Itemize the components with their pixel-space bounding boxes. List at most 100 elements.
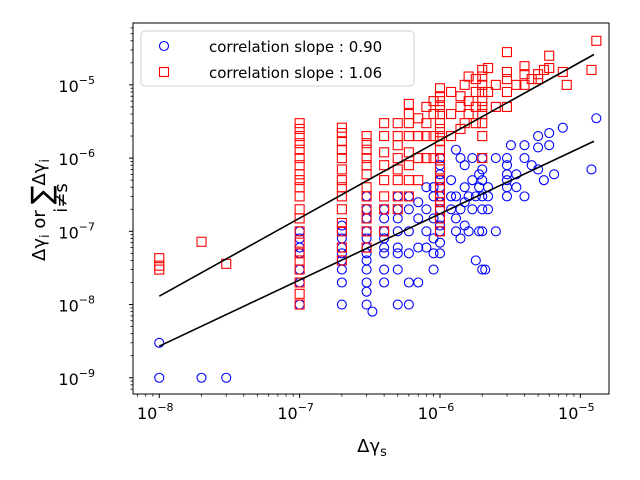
data-point-circle (490, 226, 501, 237)
data-point-square (336, 204, 347, 215)
fit-line-series-1 (158, 53, 595, 297)
data-point-square (459, 79, 470, 90)
data-point-square (413, 153, 424, 164)
data-point-square (470, 74, 481, 85)
data-point-circle (428, 264, 439, 275)
data-point-square (379, 191, 390, 202)
data-point-circle (450, 226, 462, 237)
data-point-square (490, 79, 501, 90)
data-point-square (403, 98, 414, 109)
data-point-square (501, 74, 513, 85)
data-point-square (392, 131, 403, 142)
data-point-square (434, 91, 446, 102)
data-point-circle (361, 255, 372, 266)
data-point-square (403, 191, 414, 202)
data-point-circle (477, 164, 488, 175)
data-point-square (519, 61, 530, 72)
data-point-square (392, 164, 403, 175)
legend: correlation slope : 0.90 correlation slo… (140, 30, 415, 87)
data-point-square (482, 62, 494, 74)
data-point-square (434, 175, 446, 186)
data-point-square (463, 71, 474, 82)
data-point-square (336, 164, 347, 175)
data-point-circle (421, 226, 432, 237)
data-point-circle (446, 191, 457, 202)
data-point-circle (482, 204, 494, 215)
data-point-circle (361, 299, 372, 310)
data-point-square (361, 138, 372, 149)
data-point-circle (336, 299, 347, 310)
data-point-square (294, 299, 305, 310)
data-point-square (294, 226, 305, 237)
data-point-circle (467, 175, 478, 186)
data-point-circle (511, 182, 522, 193)
legend-label-series-2: correlation slope : 1.06 (209, 64, 382, 82)
data-point-square (336, 242, 347, 253)
data-point-square (294, 248, 305, 259)
data-point-square (294, 153, 305, 164)
data-point-square (361, 131, 372, 142)
data-point-square (336, 175, 347, 186)
data-point-circle (446, 175, 457, 186)
data-point-circle (519, 140, 530, 151)
data-point-circle (361, 277, 372, 288)
data-point-square (361, 226, 372, 237)
data-point-circle (413, 242, 424, 253)
data-point-circle (519, 153, 530, 164)
data-point-circle (477, 175, 488, 186)
data-point-square (434, 83, 446, 94)
data-point-square (294, 138, 305, 149)
data-point-square (434, 164, 446, 175)
data-point-circle (403, 248, 414, 259)
data-point-square (294, 255, 305, 266)
data-point-square (154, 253, 165, 264)
data-point-square (561, 79, 572, 90)
data-point-square (428, 153, 439, 164)
data-point-circle (379, 264, 390, 275)
data-point-circle (519, 191, 530, 202)
data-point-square (428, 108, 439, 120)
data-point-square (336, 182, 347, 193)
data-point-circle (421, 242, 432, 253)
data-point-circle (505, 140, 516, 151)
data-point-square (336, 255, 347, 266)
data-point-circle (413, 213, 424, 224)
data-point-circle (533, 142, 544, 153)
data-point-square (294, 182, 305, 193)
data-point-square (392, 204, 403, 215)
data-point-square (591, 35, 602, 46)
data-point-square (544, 50, 555, 61)
data-point-square (413, 175, 424, 186)
data-point-square (294, 175, 305, 186)
data-point-circle (490, 153, 501, 164)
data-point-circle (459, 160, 470, 171)
data-point-circle (434, 220, 446, 231)
data-point-circle (421, 182, 432, 193)
svg-text:i≠s: i≠s (51, 183, 72, 212)
data-point-square (434, 123, 446, 135)
data-point-square (336, 127, 347, 139)
data-point-square (477, 71, 488, 82)
data-point-circle (154, 372, 165, 383)
legend-label-series-1: correlation slope : 0.90 (209, 38, 382, 56)
data-point-circle (428, 182, 439, 193)
data-point-circle (591, 113, 602, 124)
data-point-circle (450, 191, 462, 202)
data-point-square (455, 101, 466, 112)
data-point-square (361, 204, 372, 215)
data-point-circle (392, 299, 403, 310)
data-point-square (501, 66, 513, 78)
data-point-square (446, 108, 457, 120)
data-point-circle (501, 160, 513, 171)
data-point-square (379, 204, 390, 215)
data-point-square (470, 86, 481, 98)
data-point-square (434, 197, 446, 208)
data-point-circle (474, 169, 485, 180)
plot-content (154, 35, 602, 383)
data-point-square (336, 226, 347, 237)
data-point-circle (154, 337, 165, 348)
data-point-square (538, 64, 549, 75)
data-point-square (477, 79, 488, 90)
data-point-square (336, 153, 347, 164)
data-point-circle (511, 169, 522, 180)
